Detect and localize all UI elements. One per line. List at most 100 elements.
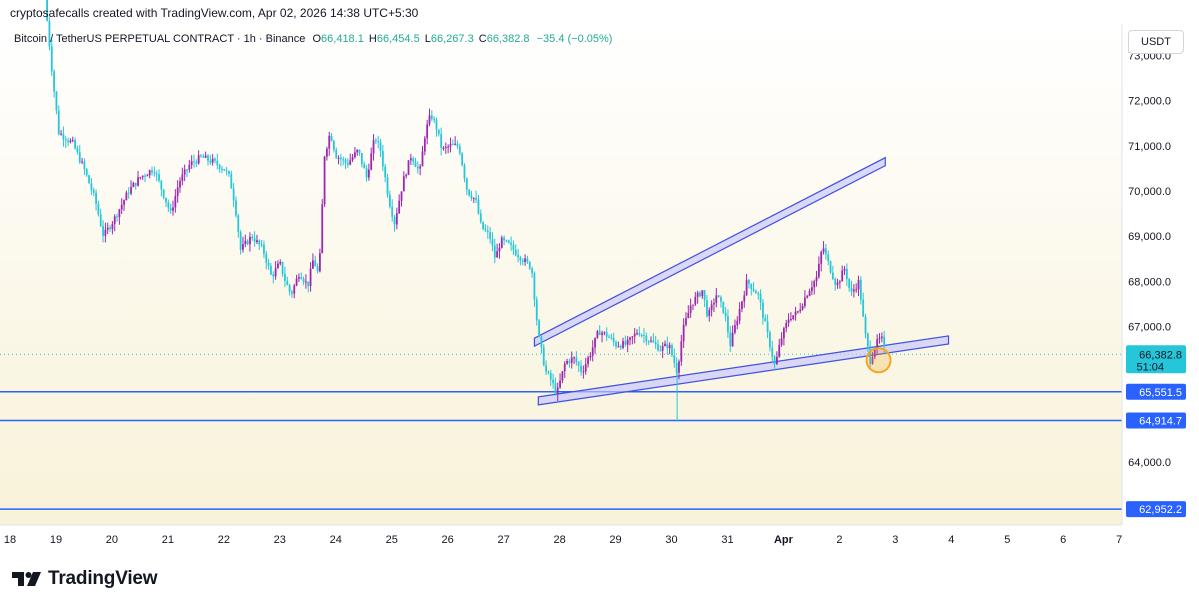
candle-body [717, 295, 720, 298]
channel-lower-line [537, 335, 950, 406]
candle-body [531, 268, 533, 274]
time-axis-label: 2 [836, 534, 842, 546]
candle-body [188, 165, 191, 170]
candle-body [284, 274, 286, 281]
candle-body [486, 230, 489, 233]
candle-body [440, 133, 443, 148]
candle-body [393, 216, 396, 225]
candle-body [706, 300, 708, 317]
candle-body [591, 347, 594, 356]
candle-body [104, 229, 107, 236]
candle-body [678, 361, 680, 373]
candle-body [172, 207, 174, 211]
candle-body [692, 304, 694, 306]
candle-body [626, 339, 629, 345]
candle-body [880, 336, 883, 339]
candle-body [862, 299, 865, 317]
candle-body [430, 115, 433, 119]
candle-body [207, 155, 209, 161]
candle-body [556, 387, 559, 394]
candle-body [67, 140, 69, 143]
candle-body [46, 0, 48, 21]
candle-body [703, 290, 706, 301]
candle-body [582, 371, 585, 373]
candle-body [866, 333, 869, 347]
candle-body [225, 170, 228, 172]
bar-countdown-label: 51:04 [1136, 361, 1164, 373]
candle-body [848, 278, 851, 289]
candle-body [71, 140, 74, 142]
candle-body [619, 346, 622, 348]
candle-body [498, 248, 501, 252]
candle-body [102, 226, 104, 236]
candle-body [400, 191, 403, 201]
candle-body [265, 253, 268, 263]
level-price-tag [1126, 412, 1186, 429]
candle-body [197, 155, 200, 164]
time-axis-label: 7 [1116, 534, 1122, 546]
candle-body [50, 46, 53, 72]
time-axis-label: 18 [4, 534, 16, 546]
candle-body [794, 311, 797, 316]
candle-body [237, 215, 240, 232]
candle-body [321, 204, 324, 254]
candle-body [827, 254, 830, 262]
candle-body [652, 340, 655, 343]
candle-body [822, 248, 825, 252]
time-axis-label: 26 [442, 534, 454, 546]
candle-body [428, 115, 431, 125]
candle-body [715, 295, 718, 303]
candle-body [752, 289, 755, 292]
candle-body [785, 323, 788, 329]
candle-body [288, 284, 291, 292]
candle-body [253, 238, 256, 242]
candle-body [407, 160, 410, 175]
candle-body [771, 347, 774, 357]
change-value: −35.4 (−0.05%) [536, 33, 613, 45]
candle-body [778, 344, 781, 357]
candle-body [218, 165, 221, 169]
candle-body [146, 175, 149, 177]
candle-body [442, 147, 445, 149]
tradingview-logo[interactable]: TradingView [12, 568, 158, 590]
candle-body [437, 129, 440, 134]
candle-body [792, 315, 795, 320]
candle-body [319, 253, 321, 272]
candle-body [165, 197, 167, 203]
candle-body [78, 151, 81, 163]
candle-body [533, 273, 536, 300]
time-axis-label: 5 [1004, 534, 1010, 546]
close-label: C [478, 33, 487, 45]
candle-body [132, 182, 135, 188]
candle-body [787, 319, 790, 324]
candle-body [594, 337, 596, 348]
candle-body [323, 156, 326, 205]
candle-body [545, 365, 547, 372]
candle-body [549, 373, 552, 380]
candle-body [314, 260, 317, 267]
candle-body [514, 249, 517, 256]
candle-body [472, 197, 475, 199]
candle-body [589, 355, 592, 358]
candle-body [685, 318, 687, 325]
candle-body [162, 189, 165, 198]
candle-body [260, 244, 263, 246]
candle-body [293, 285, 296, 294]
candle-body [83, 161, 86, 170]
candle-body [500, 237, 503, 249]
creator-line: cryptosafecalls created with TradingView… [10, 6, 419, 20]
candle-body [272, 274, 275, 277]
candle-body [780, 338, 783, 345]
level-price-tag [1126, 501, 1186, 518]
currency-button[interactable]: USDT [1128, 30, 1184, 54]
candle-body [759, 293, 762, 303]
time-axis-label: Apr [774, 534, 794, 546]
candle-body [489, 232, 492, 240]
candle-body [631, 336, 634, 338]
time-axis-label: 22 [218, 534, 230, 546]
candle-body [449, 144, 452, 147]
candle-body [724, 312, 727, 317]
candle-body [859, 279, 862, 300]
candle-body [263, 244, 265, 254]
